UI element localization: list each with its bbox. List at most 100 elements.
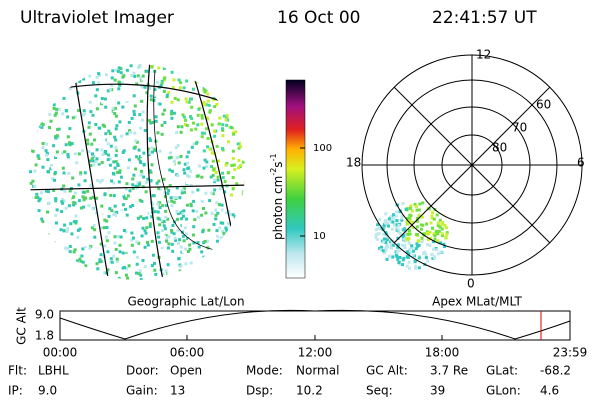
pixel xyxy=(99,180,102,184)
pixel xyxy=(47,186,51,190)
pixel xyxy=(70,142,74,146)
pixel xyxy=(167,189,171,192)
pixel xyxy=(396,236,400,240)
pixel xyxy=(170,230,174,234)
pixel xyxy=(189,169,193,173)
pixel xyxy=(378,218,382,222)
pixel xyxy=(52,73,56,77)
pixel xyxy=(166,246,170,250)
info-value: 3.7 Re xyxy=(430,364,468,378)
pixel xyxy=(41,123,45,127)
pixel xyxy=(204,66,208,70)
pixel xyxy=(141,226,145,230)
pixel xyxy=(81,195,85,199)
pixel xyxy=(387,217,391,221)
pixel xyxy=(395,251,399,254)
pixel xyxy=(200,250,204,254)
pixel xyxy=(188,243,192,247)
pixel xyxy=(83,254,87,258)
pixel xyxy=(224,211,228,214)
pixel xyxy=(224,118,228,122)
pixel xyxy=(94,184,98,187)
pixel xyxy=(424,232,427,235)
pixel xyxy=(105,239,109,243)
pixel xyxy=(150,163,154,167)
pixel xyxy=(382,232,386,236)
pixel xyxy=(32,248,36,251)
pixel xyxy=(138,76,142,80)
info-value: 9.0 xyxy=(38,384,57,398)
pixel xyxy=(219,236,223,240)
pixel xyxy=(88,100,92,104)
pixel xyxy=(52,144,56,148)
pixel xyxy=(226,101,229,105)
pixel xyxy=(112,160,116,164)
pixel xyxy=(171,86,175,90)
pixel xyxy=(211,257,215,261)
pixel xyxy=(81,190,85,194)
pixel xyxy=(232,76,236,80)
pixel xyxy=(200,131,204,135)
pixel xyxy=(47,73,51,77)
pixel xyxy=(154,119,158,123)
pixel xyxy=(55,109,59,113)
pixel xyxy=(52,82,56,86)
pixel xyxy=(140,169,144,173)
pixel xyxy=(436,239,440,243)
pixel xyxy=(56,114,60,118)
pixel xyxy=(380,245,383,249)
pixel xyxy=(168,121,172,125)
pixel xyxy=(136,184,140,188)
pixel xyxy=(240,65,244,69)
pixel xyxy=(38,241,41,245)
pixel xyxy=(124,207,127,211)
pixel xyxy=(231,207,235,211)
pixel xyxy=(83,179,87,183)
pixel xyxy=(391,255,395,259)
pixel xyxy=(76,272,80,276)
pixel xyxy=(52,106,56,110)
pixel xyxy=(52,94,56,98)
pixel xyxy=(241,160,245,164)
pixel xyxy=(45,109,49,113)
pixel xyxy=(243,72,245,76)
pixel xyxy=(157,93,161,97)
pixel xyxy=(196,78,200,81)
pixel xyxy=(207,84,211,87)
pixel xyxy=(89,66,93,70)
pixel xyxy=(35,192,39,196)
pixel xyxy=(410,209,414,213)
pixel xyxy=(177,161,181,165)
pixel xyxy=(239,223,243,227)
pixel xyxy=(196,241,200,245)
pixel xyxy=(151,207,155,211)
pixel xyxy=(129,64,133,68)
pixel xyxy=(239,163,243,167)
pixel xyxy=(125,98,129,102)
pixel xyxy=(431,226,434,230)
pixel xyxy=(403,239,407,243)
pixel xyxy=(133,74,137,78)
title: Ultraviolet Imager xyxy=(20,8,174,28)
pixel xyxy=(140,118,144,122)
pixel xyxy=(88,159,92,163)
pixel xyxy=(169,112,173,116)
pixel xyxy=(236,213,240,217)
pixel xyxy=(31,117,35,121)
pixel xyxy=(168,168,172,172)
pixel xyxy=(117,87,121,91)
pixel xyxy=(419,227,423,231)
pixel xyxy=(42,235,46,239)
pixel xyxy=(205,127,209,131)
pixel xyxy=(185,124,189,127)
pixel xyxy=(169,192,173,196)
pixel xyxy=(196,64,200,68)
pixel xyxy=(402,256,406,260)
pixel xyxy=(95,157,99,161)
pixel xyxy=(237,159,241,163)
label-part: photon cm xyxy=(271,176,285,240)
pixel xyxy=(208,73,211,77)
pixel xyxy=(231,156,235,160)
pixel xyxy=(438,218,442,222)
colorbar-label: photon cm-2s-1 xyxy=(269,153,285,240)
